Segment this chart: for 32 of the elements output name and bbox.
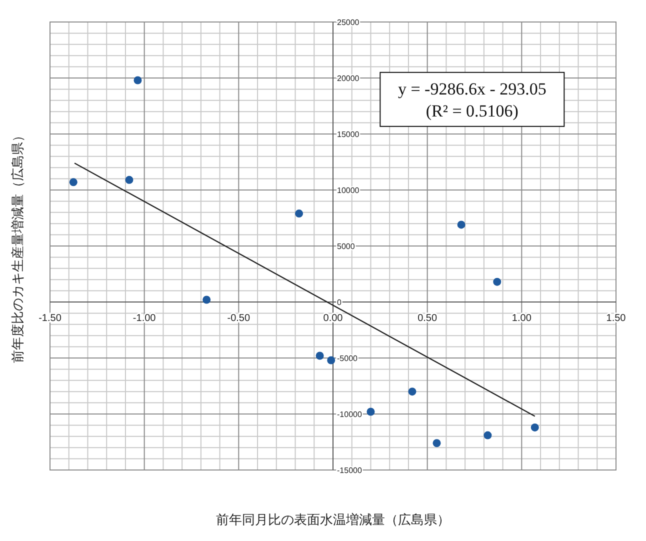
point	[202, 296, 211, 304]
point	[316, 352, 324, 360]
point	[366, 408, 375, 416]
y-axis-title: 前年度比のカキ生産量増減量（広島県）	[10, 129, 25, 363]
point	[295, 210, 304, 218]
x-tick-label: -1.00	[132, 313, 156, 324]
y-tick-label: -5000	[337, 354, 358, 363]
point	[530, 423, 539, 432]
point	[134, 76, 142, 84]
x-tick-label: 1.00	[512, 313, 532, 324]
annotation: y = -9286.6x - 293.05	[398, 79, 546, 98]
y-tick-label: 15000	[337, 130, 360, 139]
y-tick-label: 5000	[337, 242, 356, 251]
x-tick-label: 1.50	[606, 313, 626, 324]
annotation: (R² = 0.5106)	[426, 101, 518, 120]
point	[432, 439, 441, 448]
y-tick-label: 20000	[337, 74, 360, 83]
x-tick-label: 0.50	[418, 313, 438, 324]
x-axis-title: 前年同月比の表面水温増減量（広島県）	[216, 512, 450, 527]
point	[125, 176, 134, 184]
y-tick-label: 25000	[337, 18, 360, 27]
point	[69, 178, 78, 186]
x-tick-label: -1.50	[38, 313, 62, 324]
point	[484, 431, 492, 440]
y-tick-label: 10000	[337, 186, 360, 195]
point	[493, 278, 502, 286]
point	[327, 356, 336, 364]
y-tick-label: -15000	[337, 466, 362, 475]
y-tick-label: -10000	[337, 410, 362, 419]
x-tick-label: -0.50	[227, 313, 250, 324]
point	[457, 220, 466, 229]
point	[408, 388, 416, 396]
